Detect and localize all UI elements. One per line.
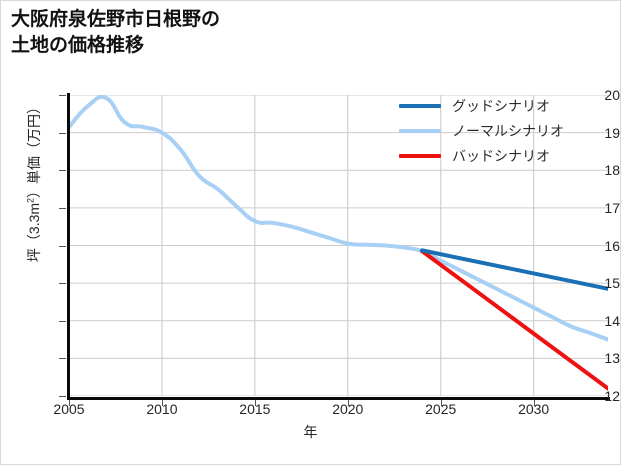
x-tick-mark: [347, 400, 349, 406]
y-axis-title-pre: 坪（3.3m: [26, 202, 42, 263]
x-axis-spine: [67, 397, 610, 400]
plot-svg: [69, 95, 608, 396]
y-axis-spine: [67, 93, 70, 400]
y-tick-label: 18: [604, 162, 620, 179]
chart-title: 大阪府泉佐野市日根野の 土地の価格推移: [11, 9, 221, 56]
y-tick-label: 13: [604, 350, 620, 367]
legend-item[interactable]: グッドシナリオ: [399, 93, 599, 118]
x-tick-mark: [161, 400, 163, 406]
legend-color-swatch: [399, 128, 441, 133]
x-tick-mark: [254, 400, 256, 406]
x-axis-title: 年: [303, 424, 318, 440]
series-line: [69, 95, 608, 342]
x-tick-label: 2025: [425, 401, 457, 417]
legend-item-label: グッドシナリオ: [452, 97, 550, 114]
x-tick-label: 2030: [518, 401, 550, 417]
x-tick-label: 2010: [146, 401, 178, 417]
y-tick-label: 19: [604, 124, 620, 141]
series-line: [420, 249, 608, 391]
y-tick-mark: [59, 283, 66, 285]
x-tick-label: 2015: [239, 401, 271, 417]
legend-item-label: ノーマルシナリオ: [452, 122, 564, 139]
y-tick-mark: [59, 132, 66, 134]
y-axis-title-superscript: 2: [25, 197, 36, 203]
x-tick-label: 2005: [53, 401, 85, 417]
y-tick-label: 20: [604, 87, 620, 103]
y-axis-title-post: ）単価（万円）: [26, 99, 42, 198]
legend-item[interactable]: バッドシナリオ: [399, 143, 599, 168]
y-tick-mark: [59, 170, 66, 172]
y-tick-mark: [59, 396, 66, 397]
legend-item-label: バッドシナリオ: [452, 147, 550, 164]
y-tick-mark: [59, 320, 66, 322]
y-tick-label: 15: [604, 275, 620, 292]
data-series-layer: [69, 95, 608, 391]
x-tick-mark: [533, 400, 535, 406]
y-tick-mark: [59, 207, 66, 209]
x-tick-mark: [69, 400, 70, 406]
x-tick-label: 2020: [332, 401, 364, 417]
y-tick-label: 16: [604, 237, 620, 254]
y-tick-label: 12: [604, 388, 620, 404]
legend-color-swatch: [399, 103, 441, 108]
y-tick-mark: [59, 245, 66, 247]
legend-item[interactable]: ノーマルシナリオ: [399, 118, 599, 143]
y-tick-mark: [59, 95, 66, 96]
plot-area: [69, 95, 608, 396]
y-tick-mark: [59, 358, 66, 360]
series-line: [420, 248, 608, 291]
legend-color-swatch: [399, 153, 441, 158]
chart-legend: グッドシナリオ ノーマルシナリオ バッドシナリオ: [399, 93, 599, 168]
y-tick-label: 14: [604, 312, 620, 329]
y-tick-label: 17: [604, 199, 620, 216]
x-tick-mark: [440, 400, 442, 406]
y-axis-title: 坪（3.3m2）単価（万円）: [24, 36, 44, 326]
